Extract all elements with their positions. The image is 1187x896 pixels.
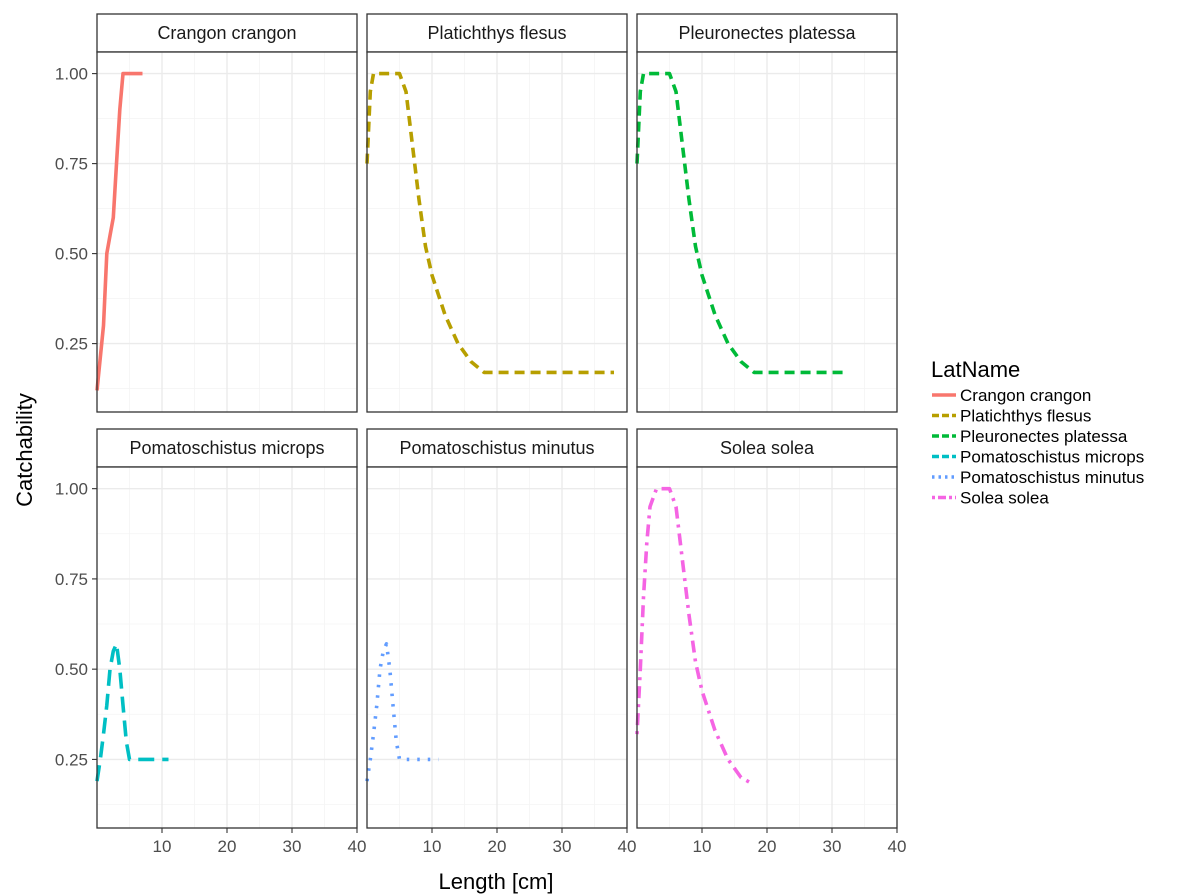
- series-line: [95, 71, 143, 391]
- x-tick-label: 10: [423, 837, 442, 856]
- legend-label: Crangon crangon: [960, 386, 1091, 405]
- x-tick-label: 20: [758, 837, 777, 856]
- panel-strip-label: Pleuronectes platessa: [678, 23, 856, 43]
- panel-strip-label: Pomatoschistus minutus: [399, 438, 594, 458]
- x-tick-label: 40: [348, 837, 367, 856]
- series-line: [365, 71, 614, 375]
- y-tick-label: 1.00: [55, 480, 88, 499]
- panel-strip-label: Solea solea: [720, 438, 815, 458]
- panel: Solea solea: [635, 428, 898, 829]
- panel: Crangon crangon: [95, 13, 358, 413]
- x-tick-label: 40: [888, 837, 907, 856]
- panel: Platichthys flesus: [365, 13, 628, 413]
- panel: Pleuronectes platessa: [635, 13, 898, 413]
- panel-strip-label: Pomatoschistus microps: [129, 438, 324, 458]
- y-axis-title: Catchability: [12, 393, 37, 507]
- legend-label: Platichthys flesus: [960, 407, 1091, 426]
- y-tick-label: 0.25: [55, 750, 88, 769]
- series-line: [635, 71, 845, 375]
- legend-label: Pleuronectes platessa: [960, 427, 1128, 446]
- y-tick-label: 0.75: [55, 570, 88, 589]
- legend-label: Pomatoschistus microps: [960, 448, 1144, 467]
- panel-border: [96, 51, 358, 413]
- panel-strip: [636, 428, 898, 468]
- x-tick-label: 10: [693, 837, 712, 856]
- panel-strip: [636, 13, 898, 53]
- panel-border: [636, 51, 898, 413]
- series-line: [95, 642, 169, 782]
- legend-label: Solea solea: [960, 489, 1049, 508]
- panel-strip: [366, 13, 628, 53]
- series-line: [635, 486, 755, 787]
- x-tick-label: 40: [618, 837, 637, 856]
- x-tick-label: 30: [283, 837, 302, 856]
- x-tick-label: 30: [823, 837, 842, 856]
- x-tick-label: 10: [153, 837, 172, 856]
- y-tick-label: 0.50: [55, 245, 88, 264]
- y-tick-label: 0.25: [55, 335, 88, 354]
- x-tick-label: 20: [218, 837, 237, 856]
- axes: 0.25 0.50 0.75 1.00 0.25 0.50 0.75 1.00 10 20 30 40…: [55, 65, 907, 856]
- panel: Pomatoschistus microps: [95, 428, 358, 829]
- legend-label: Pomatoschistus minutus: [960, 468, 1144, 487]
- panel-strip: [366, 428, 628, 468]
- panel-strip-label: Crangon crangon: [157, 23, 296, 43]
- x-tick-label: 20: [488, 837, 507, 856]
- panel: Pomatoschistus minutus: [365, 428, 628, 829]
- y-tick-label: 1.00: [55, 65, 88, 84]
- legend-title: LatName: [931, 357, 1020, 382]
- panel-border: [366, 51, 628, 413]
- legend: LatName Crangon crangon Platichthys flesu…: [931, 357, 1144, 508]
- panels: Crangon crangon Platichthys flesus Pleuron…: [95, 13, 898, 829]
- panel-strip-label: Platichthys flesus: [427, 23, 566, 43]
- panel-strip: [96, 13, 358, 53]
- panel-strip: [96, 428, 358, 468]
- y-tick-label: 0.50: [55, 660, 88, 679]
- y-tick-label: 0.75: [55, 155, 88, 174]
- x-axis-title: Length [cm]: [439, 869, 554, 894]
- x-tick-label: 30: [553, 837, 572, 856]
